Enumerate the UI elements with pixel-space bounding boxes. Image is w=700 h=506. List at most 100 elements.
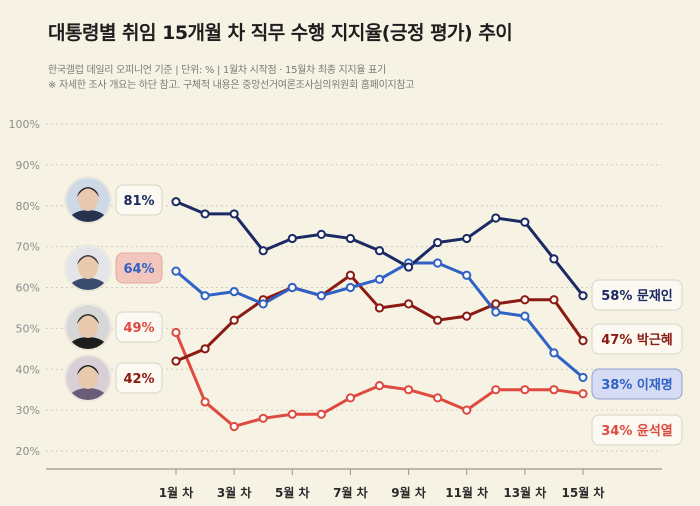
- data-point-문재인: [491, 213, 501, 223]
- start-label-문재인: 81%: [115, 184, 163, 216]
- series-labels: 81% 64% 49% 42% 58% 문재인 47% 박근혜 38% 이재명 34% 윤석열: [115, 184, 683, 446]
- data-point-윤석열: [491, 385, 501, 395]
- data-point-이재명: [229, 286, 239, 297]
- series-points: [171, 197, 588, 432]
- data-point-문재인: [374, 246, 385, 256]
- data-point-윤석열: [403, 385, 414, 395]
- data-point-윤석열: [520, 385, 530, 395]
- data-point-이재명: [549, 348, 559, 358]
- yoon-suk-yeol-avatar: [64, 354, 112, 402]
- x-tick-label: 5월 차: [275, 485, 310, 500]
- data-point-박근혜: [403, 299, 414, 309]
- park-geun-hye-avatar: [64, 303, 112, 351]
- x-tick-label: 1월 차: [159, 485, 194, 500]
- start-label-박근혜: 42%: [115, 362, 163, 394]
- start-label-윤석열: 49%: [115, 311, 163, 343]
- data-point-윤석열: [549, 385, 559, 395]
- end-label-이재명: 38% 이재명: [591, 368, 683, 400]
- data-point-문재인: [578, 291, 588, 301]
- data-point-문재인: [258, 246, 268, 256]
- svg-text:58% 문재인: 58% 문재인: [601, 288, 673, 304]
- chart-subtitle: 한국갤럽 데일리 오피니언 기준 | 단위: % | 1월차 시작점 · 15월…: [48, 65, 386, 76]
- data-point-윤석열: [316, 409, 326, 419]
- y-tick-label: 60%: [16, 282, 40, 295]
- x-tick-label: 7월 차: [333, 485, 368, 500]
- data-point-윤석열: [229, 421, 239, 432]
- data-point-문재인: [287, 233, 297, 244]
- data-point-윤석열: [462, 405, 472, 415]
- svg-text:42%: 42%: [123, 372, 154, 387]
- data-point-문재인: [229, 209, 239, 219]
- data-point-박근혜: [229, 315, 239, 325]
- data-point-이재명: [316, 291, 326, 301]
- x-tick-label: 11월 차: [445, 485, 488, 500]
- data-point-문재인: [433, 237, 443, 248]
- data-point-윤석열: [200, 397, 210, 407]
- lee-jae-myung-avatar: [64, 244, 112, 292]
- x-tick-label: 13월 차: [503, 485, 546, 500]
- data-point-이재명: [433, 258, 443, 268]
- svg-text:81%: 81%: [123, 194, 154, 209]
- y-tick-label: 30%: [16, 404, 40, 417]
- start-label-이재명: 64%: [115, 252, 163, 284]
- end-label-윤석열: 34% 윤석열: [591, 414, 683, 446]
- data-point-이재명: [462, 270, 472, 280]
- data-point-윤석열: [287, 409, 297, 419]
- data-point-문재인: [549, 254, 559, 264]
- data-point-문재인: [403, 262, 414, 272]
- chart-note: ※ 자세한 조사 개요는 하단 참고. 구체적 내용은 중앙선거여론조사심의위원…: [48, 80, 415, 91]
- data-point-문재인: [316, 229, 326, 239]
- y-tick-label: 80%: [16, 200, 40, 213]
- x-tick-label: 15월 차: [562, 485, 605, 500]
- data-point-문재인: [462, 233, 472, 244]
- data-point-박근혜: [171, 356, 181, 366]
- chart-title: 대통령별 취임 15개월 차 직무 수행 지지율(긍정 평가) 추이: [48, 22, 513, 44]
- svg-text:64%: 64%: [123, 262, 154, 277]
- data-point-이재명: [520, 311, 530, 321]
- data-point-이재명: [374, 274, 385, 284]
- data-point-이재명: [491, 307, 501, 317]
- data-point-문재인: [520, 217, 530, 227]
- y-tick-label: 70%: [16, 241, 40, 254]
- data-point-박근혜: [200, 344, 210, 354]
- data-point-박근혜: [491, 299, 501, 309]
- data-point-이재명: [200, 291, 210, 301]
- data-point-박근혜: [345, 270, 356, 280]
- y-tick-label: 40%: [16, 363, 40, 376]
- end-label-박근혜: 47% 박근혜: [591, 323, 683, 355]
- data-point-박근혜: [520, 295, 530, 305]
- y-tick-label: 20%: [16, 445, 40, 458]
- y-tick-label: 90%: [16, 159, 40, 172]
- x-tick-label: 9월 차: [391, 485, 426, 500]
- end-label-문재인: 58% 문재인: [591, 279, 683, 311]
- svg-text:38% 이재명: 38% 이재명: [601, 377, 673, 393]
- data-point-이재명: [258, 299, 268, 309]
- avatars: [64, 176, 112, 402]
- data-point-윤석열: [433, 393, 443, 403]
- y-tick-label: 100%: [9, 118, 40, 131]
- data-point-문재인: [171, 197, 181, 207]
- data-point-윤석열: [578, 389, 588, 399]
- moon-jae-in-avatar: [64, 176, 112, 224]
- svg-text:49%: 49%: [123, 321, 154, 336]
- data-point-문재인: [200, 209, 210, 219]
- data-point-박근혜: [433, 315, 443, 325]
- y-axis: 20% 30% 40% 50% 60% 70% 80% 90% 100%: [9, 118, 40, 458]
- data-point-박근혜: [549, 295, 559, 305]
- y-tick-label: 50%: [16, 322, 40, 335]
- svg-text:47% 박근혜: 47% 박근혜: [601, 332, 673, 348]
- data-point-윤석열: [171, 327, 181, 338]
- data-point-이재명: [578, 372, 588, 383]
- svg-text:34% 윤석열: 34% 윤석열: [601, 423, 673, 439]
- data-point-윤석열: [374, 381, 385, 391]
- data-point-윤석열: [258, 413, 268, 423]
- data-point-이재명: [345, 282, 356, 293]
- data-point-이재명: [287, 282, 297, 293]
- data-point-박근혜: [374, 303, 385, 313]
- series-line-윤석열: [174, 331, 584, 428]
- data-point-박근혜: [462, 311, 472, 321]
- data-point-박근혜: [578, 336, 588, 346]
- data-point-윤석열: [345, 393, 356, 403]
- x-tick-label: 3월 차: [217, 485, 252, 500]
